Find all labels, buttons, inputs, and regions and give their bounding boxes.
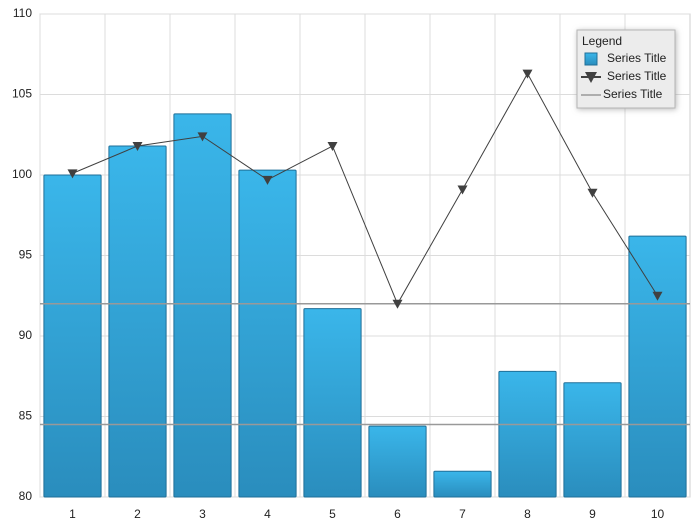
line-marker xyxy=(587,188,598,198)
bar xyxy=(238,169,297,498)
x-tick-label: 3 xyxy=(199,507,206,521)
legend-label: Series Title xyxy=(607,69,667,83)
x-tick-label: 7 xyxy=(459,507,466,521)
y-tick-label: 95 xyxy=(19,248,33,262)
legend-label: Series Title xyxy=(603,87,663,101)
line-marker xyxy=(652,291,663,301)
line-marker xyxy=(262,175,273,185)
x-tick-label: 5 xyxy=(329,507,336,521)
x-tick-label: 6 xyxy=(394,507,401,521)
y-tick-label: 105 xyxy=(12,87,32,101)
y-tick-label: 90 xyxy=(19,328,33,342)
line-marker xyxy=(392,299,403,309)
line-marker xyxy=(197,132,208,142)
x-tick-label: 10 xyxy=(651,507,665,521)
x-tick-label: 1 xyxy=(69,507,76,521)
y-tick-label: 110 xyxy=(13,6,32,20)
bar xyxy=(173,113,232,498)
x-tick-label: 9 xyxy=(589,507,596,521)
y-tick-label: 85 xyxy=(19,409,33,423)
line-marker xyxy=(132,142,143,152)
line-series xyxy=(72,72,658,305)
legend-swatch xyxy=(584,52,598,66)
y-tick-label: 100 xyxy=(12,167,32,181)
y-tick-label: 80 xyxy=(19,489,33,503)
legend-title: Legend xyxy=(582,34,622,48)
legend-marker xyxy=(585,72,597,83)
line-marker xyxy=(67,169,78,179)
bar xyxy=(368,425,427,498)
x-tick-label: 8 xyxy=(524,507,531,521)
bar xyxy=(498,370,557,498)
line-marker xyxy=(327,142,338,152)
legend-box xyxy=(576,29,676,109)
line-marker xyxy=(522,69,533,79)
bar xyxy=(563,382,622,498)
line-marker xyxy=(457,185,468,195)
bar xyxy=(628,235,687,498)
bar xyxy=(303,308,362,498)
bar xyxy=(43,174,102,498)
bar xyxy=(433,470,492,498)
x-tick-label: 4 xyxy=(264,507,271,521)
legend-label: Series Title xyxy=(607,51,667,65)
x-tick-label: 2 xyxy=(134,507,141,521)
bar xyxy=(108,145,167,498)
